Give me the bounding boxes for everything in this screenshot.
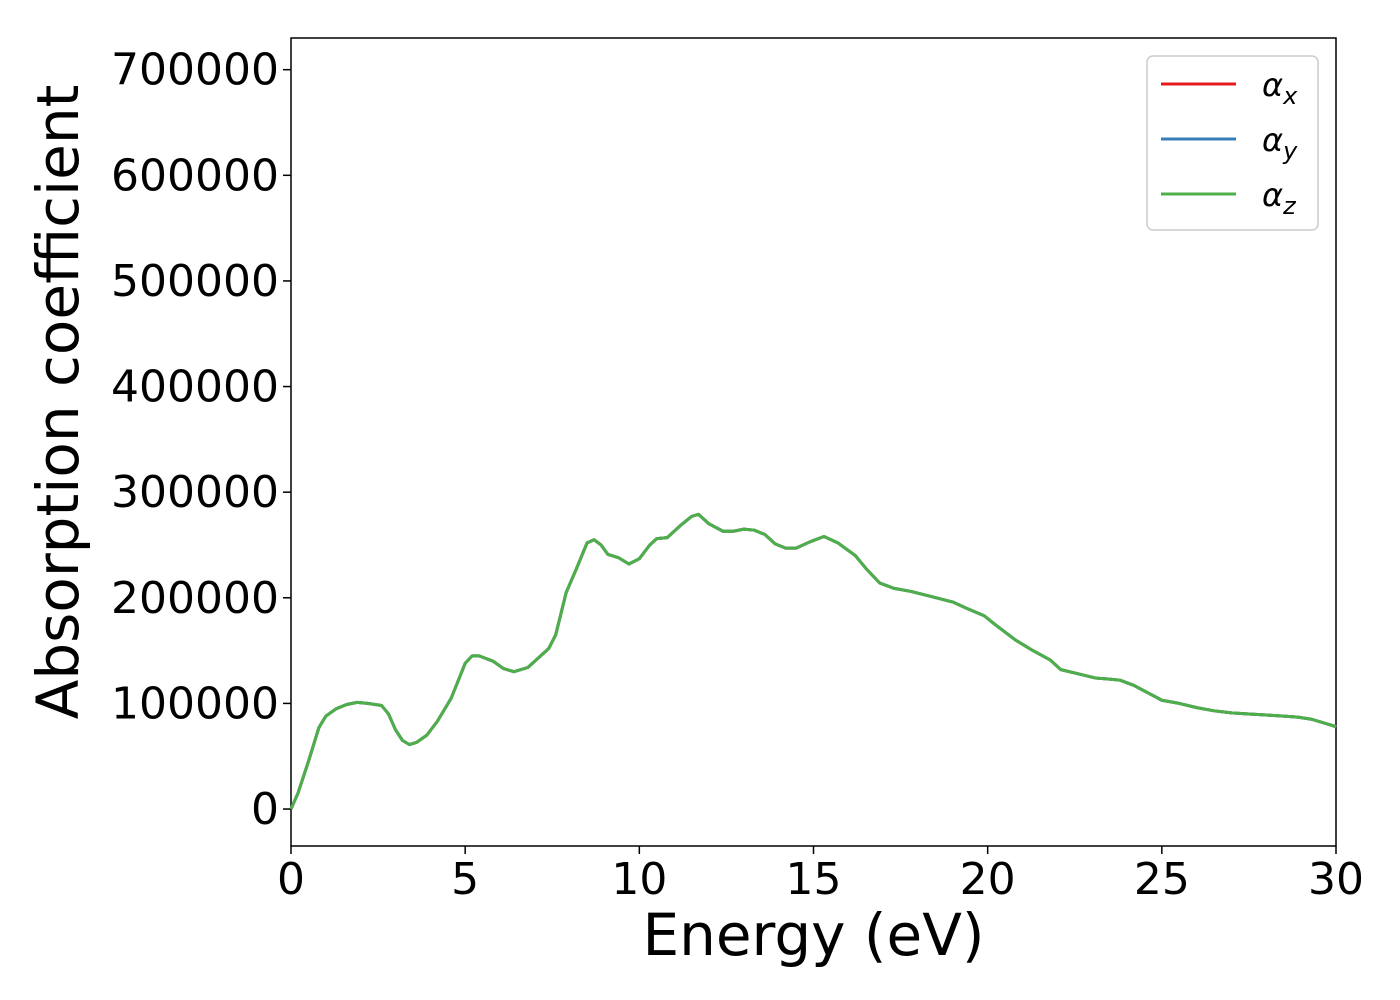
x-tick-label: 10	[611, 854, 667, 905]
legend-box	[1146, 55, 1319, 231]
y-axis-title: Absorption coefficient	[24, 85, 92, 720]
x-axis-ticks: 0 5 10 15 20 25 30	[277, 846, 1364, 905]
y-tick-label: 100000	[111, 678, 279, 729]
x-tick-label: 15	[786, 854, 842, 905]
x-tick-label: 0	[277, 854, 305, 905]
legend-subscript: y	[1282, 137, 1298, 165]
y-tick-label: 700000	[111, 45, 279, 96]
plot-area: 0 5 10 15 20 25 30 0 100000 200000 300000 400000 50…	[111, 37, 1364, 905]
y-tick-label: 500000	[111, 256, 279, 307]
legend-subscript: x	[1282, 82, 1298, 110]
y-axis-ticks: 0 100000 200000 300000 400000 500000 600000 700…	[111, 45, 291, 835]
series-line-alpha-x	[289, 512, 1337, 810]
series-line-alpha-y	[289, 512, 1337, 810]
x-tick-label: 5	[451, 854, 479, 905]
y-tick-label: 0	[251, 784, 279, 835]
series-lines	[289, 512, 1337, 810]
y-tick-label: 400000	[111, 362, 279, 413]
series-line-alpha-z	[289, 512, 1337, 810]
legend-label-alpha-y: αy	[1262, 121, 1298, 165]
y-tick-label: 300000	[111, 467, 279, 518]
y-tick-label: 600000	[111, 150, 279, 201]
x-tick-label: 20	[960, 854, 1016, 905]
y-tick-label: 200000	[111, 573, 279, 624]
x-axis-title: Energy (eV)	[642, 901, 984, 969]
x-tick-label: 25	[1134, 854, 1190, 905]
x-tick-label: 30	[1308, 854, 1364, 905]
legend-subscript: z	[1282, 192, 1297, 220]
legend-label-alpha-x: αx	[1262, 66, 1298, 110]
